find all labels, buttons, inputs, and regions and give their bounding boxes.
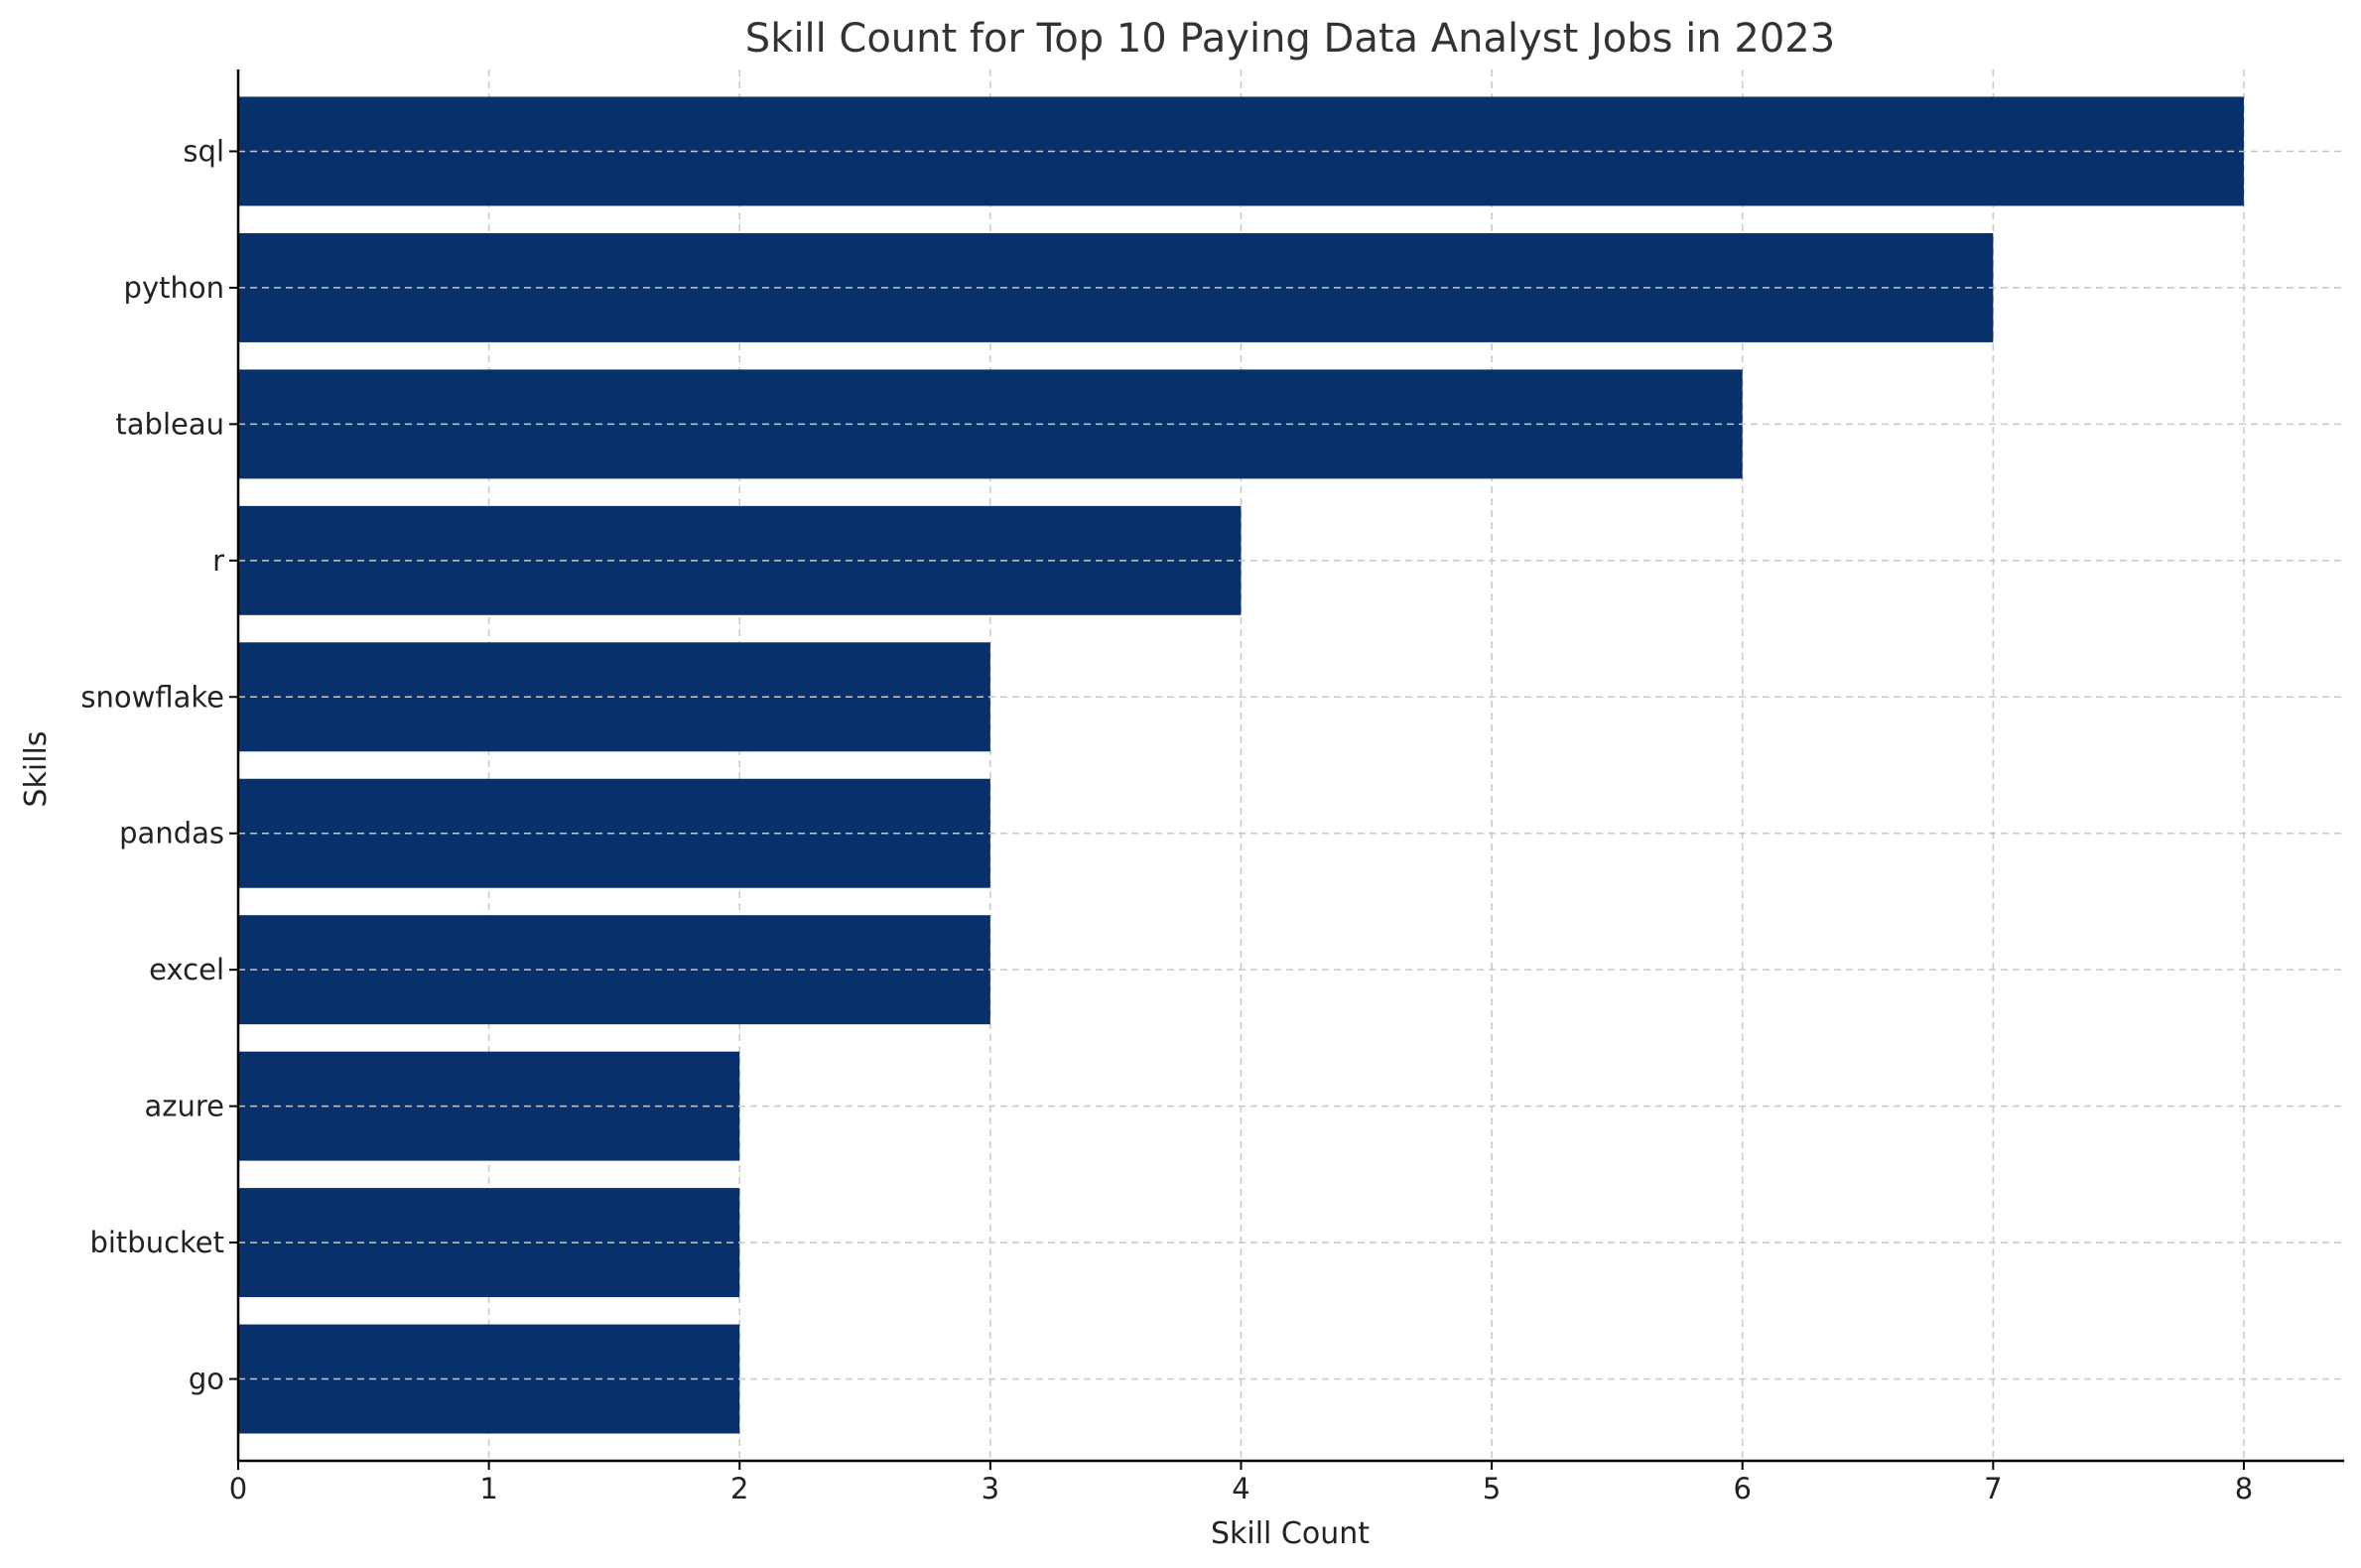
y-tick-label: azure xyxy=(144,1090,224,1123)
x-tick-label: 3 xyxy=(982,1472,999,1505)
y-tick-label: snowflake xyxy=(80,680,224,714)
x-tick-label: 8 xyxy=(2235,1472,2253,1505)
y-tick-label: pandas xyxy=(119,817,224,850)
y-tick-label: go xyxy=(189,1363,224,1396)
x-tick-labels: 0 1 2 3 4 5 6 7 8 xyxy=(229,1461,2253,1505)
y-tick-labels: sql python tableau r snowflake pandas excel azu… xyxy=(80,134,238,1396)
x-tick-label: 1 xyxy=(479,1472,497,1505)
x-tick-label: 4 xyxy=(1232,1472,1249,1505)
y-tick-label: tableau xyxy=(115,407,224,441)
y-tick-label: excel xyxy=(149,953,224,986)
chart-title: Skill Count for Top 10 Paying Data Analy… xyxy=(745,16,1835,62)
y-tick-label: python xyxy=(124,271,224,305)
y-tick-label: sql xyxy=(183,134,224,168)
x-tick-label: 2 xyxy=(730,1472,748,1505)
y-axis-label: Skills xyxy=(19,730,54,807)
grid-overlay xyxy=(238,150,2344,1380)
x-tick-label: 7 xyxy=(1984,1472,2002,1505)
x-tick-label: 0 xyxy=(229,1472,247,1505)
x-tick-label: 6 xyxy=(1733,1472,1751,1505)
y-tick-label: bitbucket xyxy=(89,1226,224,1259)
x-axis-label: Skill Count xyxy=(1211,1516,1370,1551)
y-tick-label: r xyxy=(212,544,224,578)
x-tick-label: 5 xyxy=(1483,1472,1501,1505)
